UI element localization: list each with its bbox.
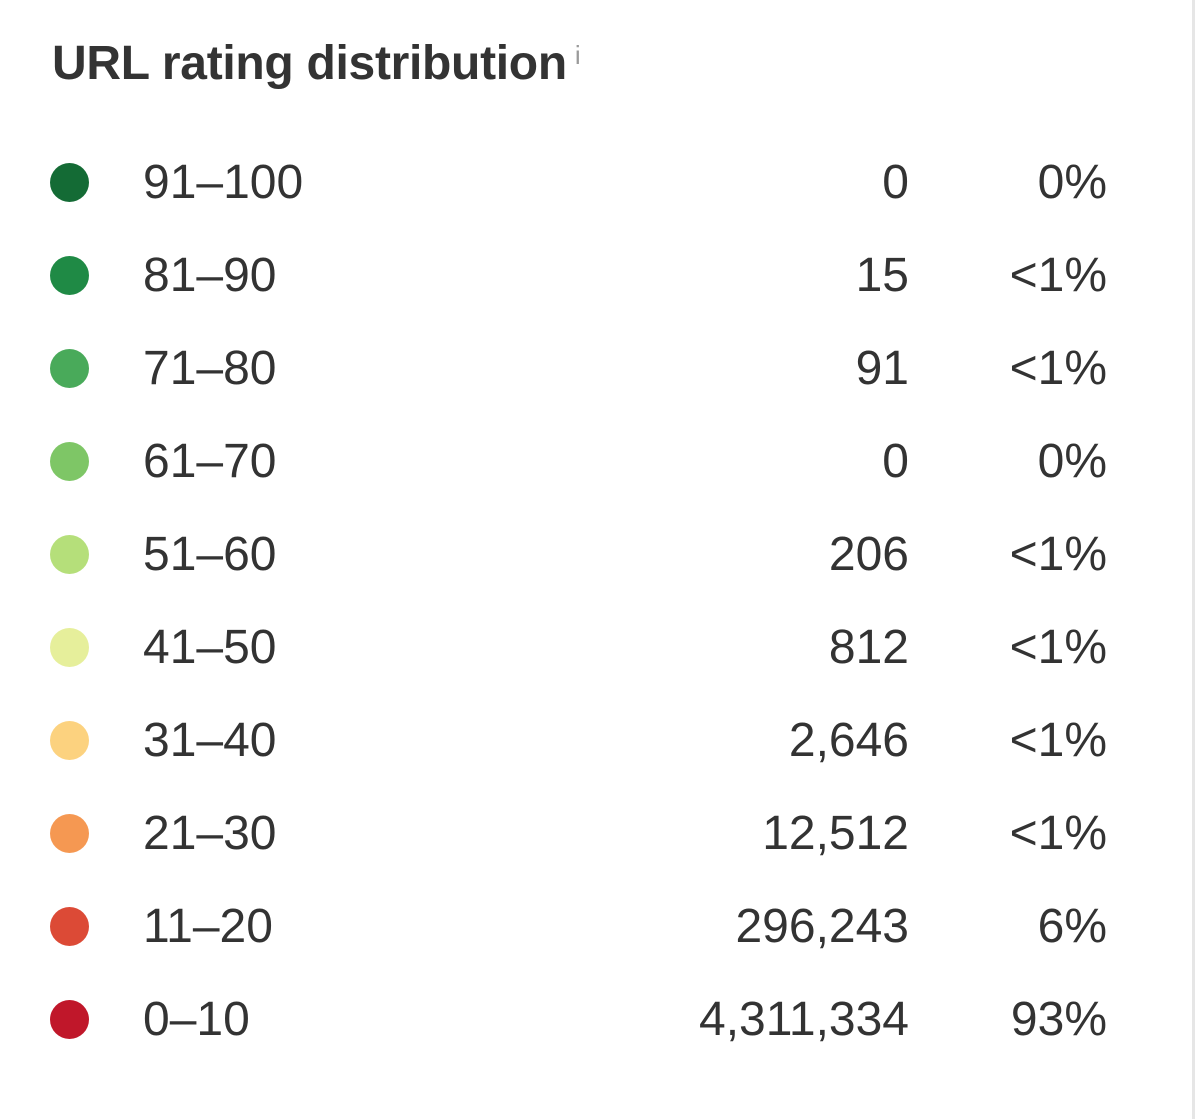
url-count: 12,512 [762,807,909,860]
url-percent: <1% [1009,528,1107,581]
legend-dot-icon [50,1000,89,1039]
rating-range: 81–90 [143,249,277,302]
distribution-list: 91–100 0 0% 81–90 15 <1% 71–80 91 <1% 61… [0,136,1192,1066]
url-percent: <1% [1009,714,1107,767]
rating-range: 51–60 [143,528,277,581]
legend-dot-icon [50,814,89,853]
url-count: 296,243 [735,900,909,953]
legend-dot-icon [50,907,89,946]
distribution-row-91-100: 91–100 0 0% [0,136,1192,229]
rating-range: 11–20 [143,900,273,953]
url-count: 206 [828,528,909,581]
url-percent: <1% [1009,807,1107,860]
url-count: 0 [882,156,909,209]
legend-dot-icon [50,163,89,202]
distribution-row-61-70: 61–70 0 0% [0,415,1192,508]
legend-dot-icon [50,535,89,574]
distribution-row-71-80: 71–80 91 <1% [0,322,1192,415]
legend-dot-icon [50,628,89,667]
distribution-row-51-60: 51–60 206 <1% [0,508,1192,601]
info-icon[interactable]: i [574,40,581,70]
url-percent: 0% [1037,435,1107,488]
distribution-row-0-10: 0–10 4,311,334 93% [0,973,1192,1066]
legend-dot-icon [50,442,89,481]
rating-range: 31–40 [143,714,277,767]
url-count: 15 [855,249,909,302]
url-percent: <1% [1009,249,1107,302]
distribution-row-21-30: 21–30 12,512 <1% [0,787,1192,880]
panel-title: URL rating distribution i [52,36,581,91]
url-percent: <1% [1009,621,1107,674]
url-percent: 6% [1037,900,1107,953]
rating-range: 61–70 [143,435,277,488]
distribution-row-41-50: 41–50 812 <1% [0,601,1192,694]
url-count: 812 [828,621,909,674]
legend-dot-icon [50,349,89,388]
url-percent: 93% [1010,993,1107,1046]
legend-dot-icon [50,256,89,295]
url-count: 2,646 [788,714,909,767]
panel-title-text: URL rating distribution [52,37,567,90]
rating-range: 71–80 [143,342,277,395]
url-count: 91 [855,342,909,395]
url-percent: <1% [1009,342,1107,395]
distribution-row-81-90: 81–90 15 <1% [0,229,1192,322]
legend-dot-icon [50,721,89,760]
rating-range: 41–50 [143,621,277,674]
rating-range: 21–30 [143,807,277,860]
distribution-row-31-40: 31–40 2,646 <1% [0,694,1192,787]
rating-range: 0–10 [143,993,250,1046]
url-count: 4,311,334 [699,993,909,1046]
rating-range: 91–100 [143,156,304,209]
url-count: 0 [882,435,909,488]
url-percent: 0% [1037,156,1107,209]
distribution-row-11-20: 11–20 296,243 6% [0,880,1192,973]
